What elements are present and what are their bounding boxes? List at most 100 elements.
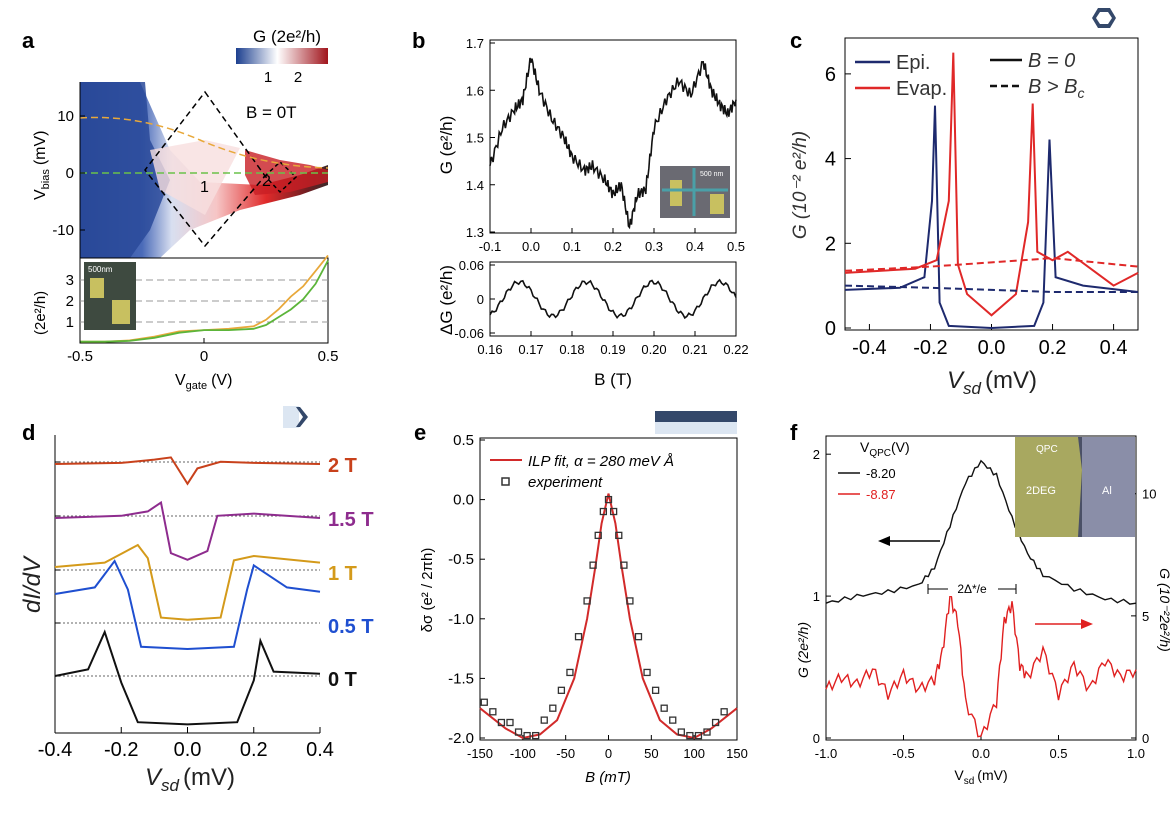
e-data-point bbox=[489, 708, 497, 716]
b-top-trace bbox=[489, 57, 737, 230]
d-xtick-label: 0.0 bbox=[174, 739, 202, 761]
a-bottom-ylabel: (2e²/h) bbox=[32, 291, 49, 335]
e-decor-bar-dark bbox=[655, 411, 737, 422]
e-data-point bbox=[686, 731, 694, 740]
e-xtick-label: -150 bbox=[467, 746, 493, 761]
e-data-point bbox=[620, 561, 628, 569]
d-chevron-icon bbox=[296, 407, 308, 427]
e-xlabel: B (mT) bbox=[585, 769, 631, 786]
e-data-point bbox=[643, 668, 651, 677]
f-xtick-label: 0.0 bbox=[972, 746, 990, 761]
e-data-point bbox=[660, 704, 668, 712]
b-bottom-xtick-label: 0.21 bbox=[682, 342, 707, 357]
d-series-0T bbox=[54, 629, 321, 726]
b-top-ytick-label: 1.4 bbox=[466, 178, 484, 193]
panel-label-b: b bbox=[412, 28, 425, 53]
b-bottom-ticks: 0.16 0.17 0.18 0.19 0.20 0.21 0.22 0.06 0 -0.06 bbox=[454, 258, 748, 357]
c-legend-b0: B = 0 bbox=[1028, 50, 1075, 72]
d-label-0.5t: 0.5 T bbox=[328, 616, 374, 638]
e-data-point bbox=[589, 561, 597, 569]
panel-d: d -0.4 -0.2 0.0 0.2 0.4 2 T 1.5 T 1 T 0.5 T … bbox=[19, 406, 374, 795]
b-bottom-xtick-label: 0.17 bbox=[518, 342, 543, 357]
c-ytick-label: 4 bbox=[825, 149, 836, 171]
e-legend-exp-marker bbox=[501, 477, 510, 486]
a-bottom-ytick-3: 3 bbox=[66, 272, 74, 289]
a-heatmap: B = 0T 1 2 10 0 -10 Vbias(mV) bbox=[32, 82, 329, 258]
e-ytick-label: -1.0 bbox=[448, 611, 474, 628]
d-series bbox=[54, 456, 321, 726]
e-data-point bbox=[523, 731, 531, 740]
c-legend-evap: Evap. bbox=[896, 78, 947, 100]
b-bottom-ytick-label: 0 bbox=[477, 292, 484, 307]
f-legend-title: VQPC(V) bbox=[860, 439, 910, 459]
panel-b: b -0.1 0.0 0.1 0.2 0.3 0.4 0.51.71.61.51.41.3 … bbox=[412, 28, 749, 389]
d-label-1.5t: 1.5 T bbox=[328, 509, 374, 531]
f-legend-887: -8.87 bbox=[866, 487, 896, 502]
e-data-point bbox=[506, 718, 514, 727]
e-data-point bbox=[549, 704, 557, 712]
b-bottom-xlabel: B (T) bbox=[594, 370, 632, 389]
c-legend-bc: B > Bc bbox=[1028, 76, 1084, 101]
a-series-green bbox=[80, 260, 329, 343]
a-xtick-0: 0 bbox=[200, 348, 208, 365]
e-data-point bbox=[599, 507, 608, 516]
c-ticks: -0.4 -0.2 0.0 0.2 0.4 6 4 2 0 bbox=[825, 64, 1128, 359]
a-heatmap-pink-region bbox=[150, 140, 240, 215]
panel-label-d: d bbox=[22, 420, 35, 445]
b-top-series bbox=[489, 57, 737, 230]
e-legend-exp: experiment bbox=[528, 474, 603, 491]
c-ytick-label: 0 bbox=[825, 318, 836, 340]
e-ticks: -150 -100 -50 0 50 100 150 0.5 0.0 -0.5 -1.0 -1.5 -2… bbox=[448, 432, 748, 761]
f-ytick-left-label: 0 bbox=[813, 731, 820, 746]
e-data-point bbox=[583, 597, 591, 605]
b-top-xtick-label: 0.5 bbox=[727, 239, 745, 254]
b-top-ytick-label: 1.5 bbox=[466, 131, 484, 146]
e-decor-bar-light bbox=[655, 422, 737, 434]
b-top-ytick-label: 1.6 bbox=[466, 83, 484, 98]
b-bottom-xtick-label: 0.22 bbox=[723, 342, 748, 357]
e-data-point bbox=[604, 495, 613, 504]
e-data-point bbox=[677, 728, 685, 736]
e-data-point bbox=[540, 716, 548, 724]
b-top-xtick-label: 0.4 bbox=[686, 239, 704, 254]
e-data-point bbox=[594, 531, 602, 540]
a-bottom-ytick-1: 1 bbox=[66, 314, 74, 331]
panel-e: e -150 -100 -50 0 50 100 150 0.5 0.0 -0.5 -1.0 -1.5… bbox=[414, 411, 748, 786]
e-ytick-label: -1.5 bbox=[448, 670, 474, 687]
a-xtick-0.5: 0.5 bbox=[318, 348, 339, 365]
e-data-point bbox=[626, 597, 634, 605]
c-xtick-label: 0.2 bbox=[1039, 337, 1067, 359]
f-arrow-right-head-icon bbox=[1081, 619, 1093, 629]
b-top-xtick-label: 0.0 bbox=[522, 239, 540, 254]
e-data-point bbox=[514, 728, 523, 736]
f-xtick-label: -0.5 bbox=[892, 746, 914, 761]
c-xtick-label: -0.2 bbox=[913, 337, 947, 359]
f-inset-al: Al bbox=[1102, 485, 1112, 497]
e-data-point bbox=[615, 531, 623, 540]
a-colorbar-title: G (2e²/h) bbox=[253, 27, 321, 46]
d-ticks: -0.4 -0.2 0.0 0.2 0.4 bbox=[38, 461, 334, 761]
panel-label-c: c bbox=[790, 28, 802, 53]
c-series-Epi. B = 0 bbox=[844, 105, 1139, 330]
e-data-point bbox=[532, 731, 540, 740]
f-series--8.20 bbox=[825, 459, 1137, 605]
f-ytick-left-label: 2 bbox=[813, 447, 820, 462]
d-series-1T bbox=[54, 543, 321, 621]
d-label-2t: 2 T bbox=[328, 455, 357, 477]
a-top-ylabel: Vbias(mV) bbox=[32, 130, 52, 200]
a-xlabel: Vgate (V) bbox=[175, 372, 232, 392]
a-annotation-b0: B = 0T bbox=[246, 103, 297, 122]
f-series bbox=[825, 459, 1137, 738]
e-ytick-label: -0.5 bbox=[448, 551, 474, 568]
d-xtick-label: 0.2 bbox=[240, 739, 268, 761]
b-top-xtick-label: 0.3 bbox=[645, 239, 663, 254]
b-bottom-frame bbox=[489, 261, 737, 337]
b-inset-channel bbox=[662, 168, 728, 216]
c-xtick-label: 0.4 bbox=[1100, 337, 1128, 359]
c-ytick-label: 6 bbox=[825, 64, 836, 86]
e-data-point bbox=[720, 708, 728, 716]
d-series-2T bbox=[54, 456, 321, 486]
e-data-point bbox=[651, 686, 660, 694]
a-annotation-1: 1 bbox=[200, 179, 209, 196]
